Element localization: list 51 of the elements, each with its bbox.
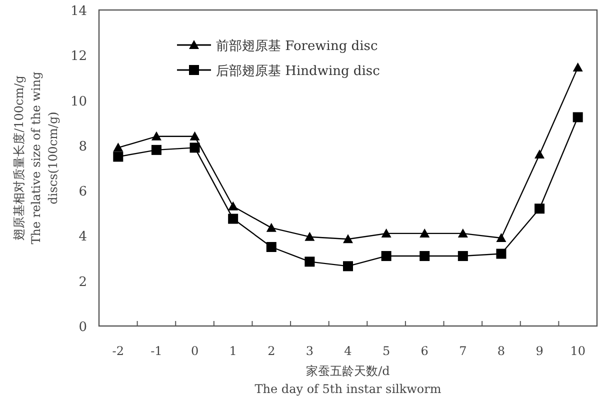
point <box>343 261 353 272</box>
point <box>266 222 276 232</box>
legend-label: 后部翅原基 Hindwing disc <box>216 64 380 79</box>
point <box>420 228 430 238</box>
x-tick-label: 0 <box>190 344 199 358</box>
point <box>113 152 124 162</box>
x-tick-label: 8 <box>497 344 506 358</box>
x-tick-label: 5 <box>382 344 390 358</box>
point <box>151 131 162 140</box>
point <box>190 142 200 153</box>
point <box>458 228 468 238</box>
y-tick-label: 8 <box>78 139 87 154</box>
point <box>304 256 315 267</box>
y-tick-label: 10 <box>70 94 87 110</box>
y-tick-label: 12 <box>70 49 87 64</box>
point <box>496 248 506 259</box>
y-tick-label: 0 <box>78 320 87 335</box>
point <box>151 144 162 155</box>
x-tick-label: -2 <box>112 344 124 358</box>
y-axis-title: 翅原基相对质量长度/100cm/g The relative size of the wing discs(100cm/g) <box>12 71 60 244</box>
x-tick-label: -1 <box>150 344 162 358</box>
x-tick-label: 1 <box>229 344 237 358</box>
point <box>190 131 200 140</box>
x-tick-label: 3 <box>306 344 314 358</box>
point <box>343 234 353 244</box>
point <box>534 204 545 214</box>
point <box>381 251 392 262</box>
point <box>458 251 468 262</box>
y-tick-label: 4 <box>78 230 87 245</box>
x-tick-label: 10 <box>570 344 586 358</box>
point <box>534 149 545 158</box>
x-axis-title: 家蚕五龄天数/d The day of 5th instar silkworm <box>254 364 442 396</box>
point <box>381 228 392 238</box>
point <box>572 62 583 72</box>
point <box>113 142 124 152</box>
y-tick-label: 6 <box>78 184 87 200</box>
point <box>304 232 315 241</box>
x-tick-label: 6 <box>420 344 428 358</box>
x-tick-label: 7 <box>459 344 467 358</box>
y-tick-label: 2 <box>78 274 87 290</box>
x-tick-label: 4 <box>344 344 352 358</box>
point <box>420 251 430 262</box>
point <box>496 232 506 242</box>
x-tick-label: 9 <box>536 344 544 358</box>
point <box>228 214 238 224</box>
y-tick-label: 14 <box>70 4 87 19</box>
x-tick-label: 2 <box>268 344 276 358</box>
point <box>572 112 583 122</box>
legend-label: 前部翅原基 Forewing disc <box>216 39 378 54</box>
point <box>266 242 276 252</box>
point <box>228 201 238 210</box>
